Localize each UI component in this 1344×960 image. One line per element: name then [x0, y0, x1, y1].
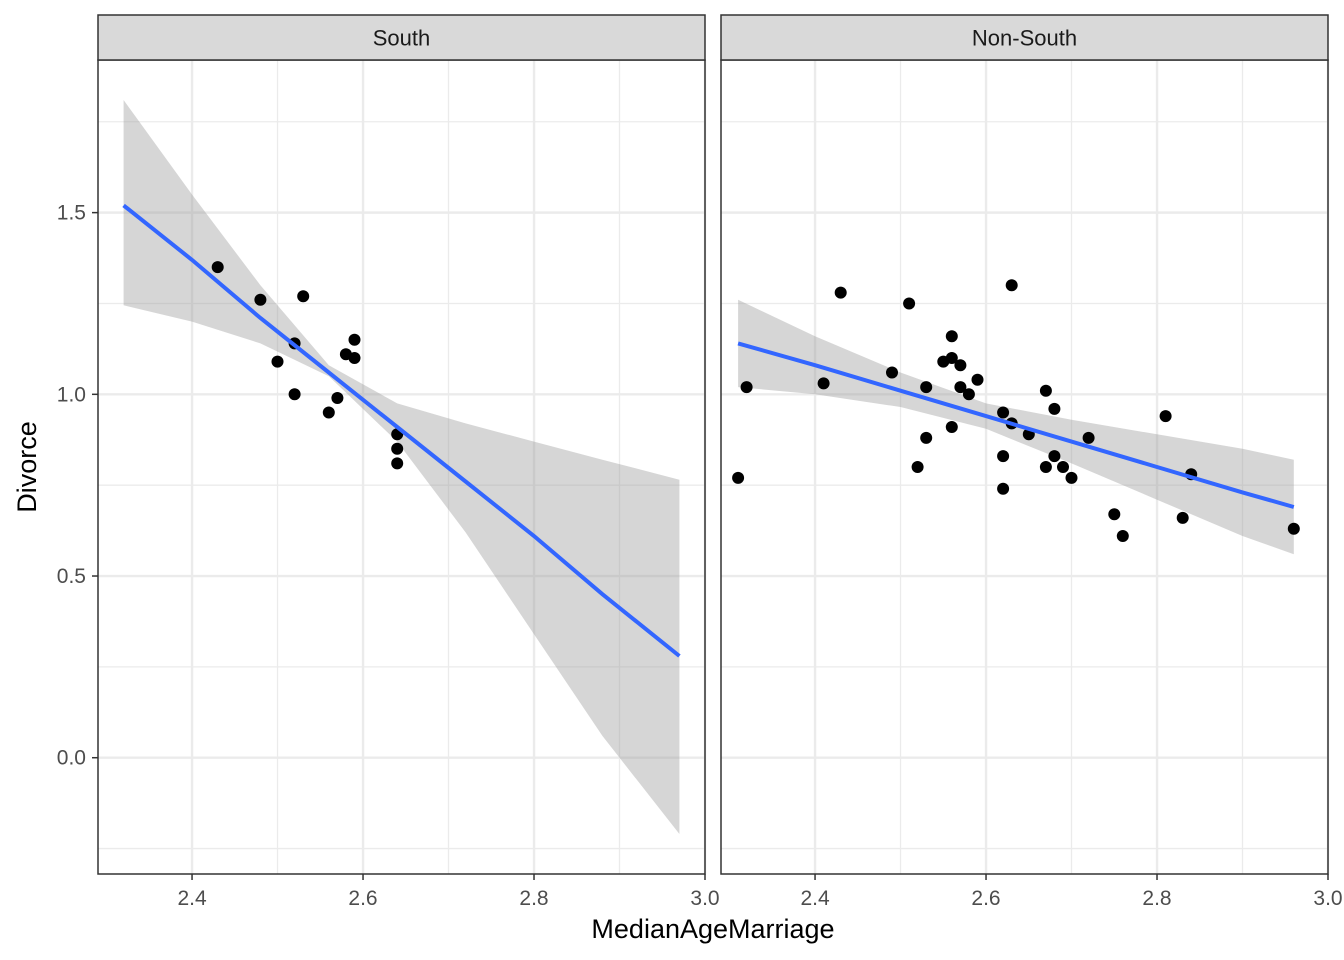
data-point — [1065, 471, 1078, 484]
regression-line — [737, 341, 1295, 509]
data-point — [732, 471, 745, 484]
confidence-band — [123, 100, 680, 834]
data-point — [945, 421, 958, 433]
data-point — [740, 381, 753, 394]
x-tick-label: 2.4 — [800, 887, 830, 910]
data-point — [1039, 384, 1052, 397]
x-axis: 2.4 2.6 2.8 3.0 2.4 2.6 2.8 3.0 — [177, 874, 1343, 910]
x-tick-label: 2.6 — [971, 887, 1000, 910]
data-point — [1057, 461, 1069, 473]
facet-strip — [720, 14, 1329, 61]
data-point — [817, 377, 830, 390]
data-point — [962, 388, 975, 401]
data-point — [886, 366, 898, 379]
y-tick-label: 1.5 — [57, 202, 86, 225]
data-point — [1116, 530, 1129, 542]
y-tick-label: 0.5 — [57, 565, 86, 588]
data-point — [1039, 461, 1052, 473]
x-tick-label: 2.8 — [1142, 887, 1171, 910]
data-point — [391, 442, 404, 455]
data-point — [1082, 431, 1095, 444]
data-point — [1159, 410, 1172, 423]
data-point — [997, 450, 1010, 463]
data-point — [1048, 402, 1061, 415]
data-point — [1005, 279, 1018, 292]
data-point — [211, 261, 224, 274]
x-tick-label: 2.4 — [177, 887, 207, 910]
facet-strip-label: South — [373, 26, 431, 51]
data-point — [1287, 522, 1300, 535]
y-axis: 0.0 0.5 1.0 1.5 — [57, 202, 98, 770]
data-point — [331, 392, 344, 404]
data-point — [903, 297, 916, 310]
facet-panel-non-south: Non-South — [720, 14, 1330, 875]
data-point — [288, 388, 301, 401]
chart-panels: South Non-South — [97, 14, 1330, 875]
data-point — [945, 330, 958, 343]
y-tick-label: 1.0 — [57, 383, 86, 406]
panel-background — [721, 60, 1328, 874]
data-point — [997, 406, 1010, 419]
data-point — [1108, 508, 1121, 521]
regression-line — [122, 203, 681, 658]
data-point — [254, 293, 267, 306]
data-point — [271, 355, 284, 368]
y-tick-label: 0.0 — [57, 747, 86, 770]
facet-panel-south: South — [97, 14, 707, 875]
data-point — [997, 482, 1010, 495]
x-tick-label: 2.6 — [348, 887, 377, 910]
x-axis-title: MedianAgeMarriage — [591, 914, 834, 944]
x-tick-label: 3.0 — [1313, 887, 1342, 910]
data-point — [348, 352, 361, 364]
y-axis-title: Divorce — [12, 421, 42, 513]
data-point — [322, 406, 335, 419]
data-point — [954, 381, 967, 394]
x-tick-label: 2.8 — [519, 887, 548, 910]
data-point — [971, 373, 984, 386]
data-point — [920, 431, 933, 444]
data-point — [920, 381, 933, 394]
x-tick-label: 3.0 — [690, 887, 719, 910]
data-point — [297, 290, 310, 303]
data-point — [1048, 450, 1061, 463]
data-point — [834, 286, 847, 299]
data-point — [911, 461, 924, 473]
data-point — [945, 352, 958, 364]
facet-strip — [97, 14, 706, 61]
data-point — [954, 359, 967, 372]
data-point — [1176, 511, 1189, 524]
data-point — [348, 333, 361, 346]
facet-strip-label: Non-South — [972, 26, 1077, 51]
data-point — [391, 457, 404, 470]
